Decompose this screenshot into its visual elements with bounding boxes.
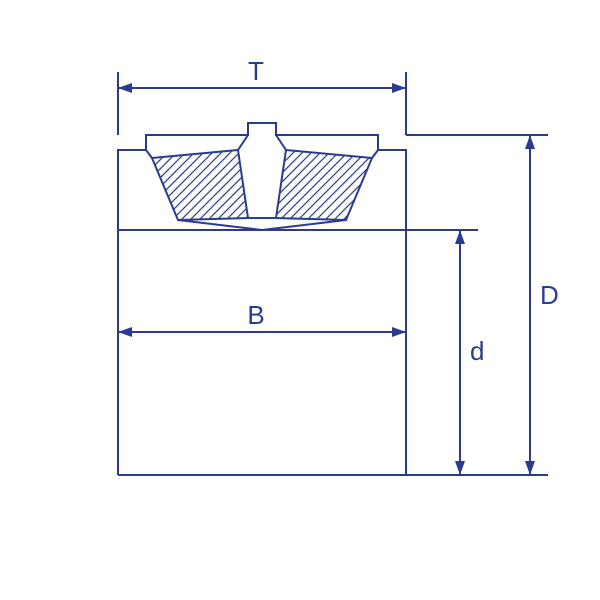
bearing-cross-section-diagram: T B D d (0, 0, 600, 600)
dimension-label-T: T (248, 56, 264, 86)
dimension-label-d: d (470, 336, 484, 366)
dimension-label-B: B (247, 300, 264, 330)
dimension-label-D: D (540, 280, 559, 310)
